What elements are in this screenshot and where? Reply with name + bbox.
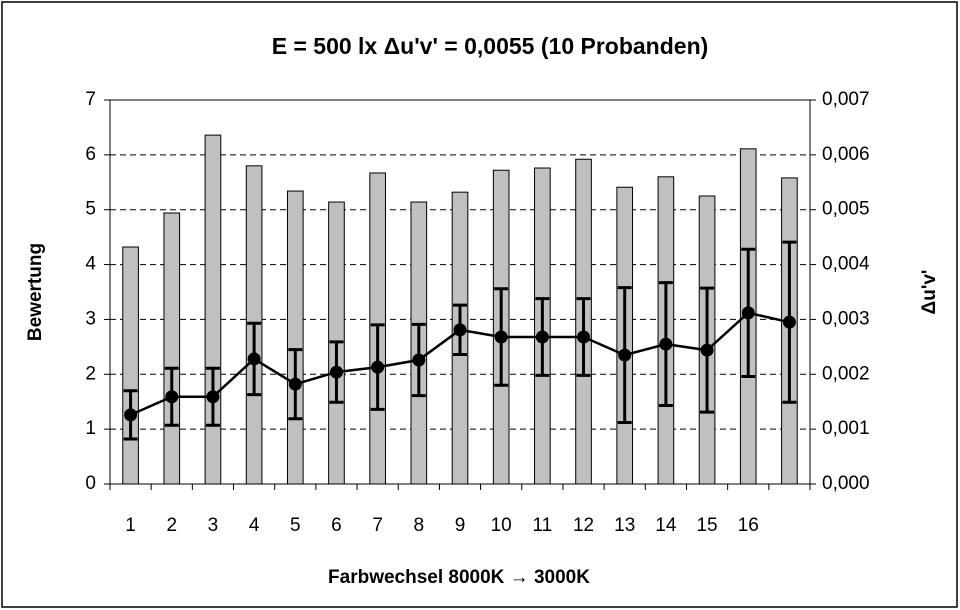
x-tick-label: 16 xyxy=(738,515,759,536)
y2-tick-label: 0,004 xyxy=(822,254,870,275)
line-marker xyxy=(659,337,673,351)
x-tick-label: 9 xyxy=(455,515,466,536)
y2-axis-label: Δu'v' xyxy=(919,270,940,315)
y-axis-label: Bewertung xyxy=(25,243,46,341)
y2-tick-label: 0,003 xyxy=(822,308,870,329)
line-marker xyxy=(329,365,343,379)
line-marker xyxy=(535,330,549,344)
line-marker xyxy=(371,360,385,374)
y2-tick-label: 0,001 xyxy=(822,418,870,439)
x-tick-label: 4 xyxy=(249,515,260,536)
x-tick-label: 13 xyxy=(614,515,635,536)
x-tick-label: 6 xyxy=(331,515,342,536)
y2-tick-label: 0,000 xyxy=(822,473,870,494)
y2-tick-label: 0,002 xyxy=(822,363,870,384)
line-marker xyxy=(618,348,632,362)
x-tick-label: 11 xyxy=(532,515,552,536)
line-marker xyxy=(700,343,714,357)
chart-title: E = 500 lx Δu'v' = 0,0055 (10 Probanden) xyxy=(272,33,709,59)
y-tick-label: 0 xyxy=(85,473,96,494)
x-tick-label: 8 xyxy=(414,515,425,536)
bar xyxy=(122,246,139,485)
x-tick-label: 2 xyxy=(166,515,177,536)
y-tick-label: 6 xyxy=(85,144,96,165)
line-marker xyxy=(577,330,591,344)
x-tick-label: 15 xyxy=(696,515,717,536)
bar xyxy=(163,212,181,485)
y2-tick-label: 0,005 xyxy=(822,199,870,220)
line-marker xyxy=(165,390,179,404)
line-marker xyxy=(247,352,261,366)
y2-tick-label: 0,007 xyxy=(822,89,870,110)
x-tick-label: 5 xyxy=(290,515,301,536)
x-tick-label: 12 xyxy=(573,515,594,536)
line-marker xyxy=(288,377,302,391)
y-tick-label: 2 xyxy=(85,363,96,384)
bar xyxy=(204,134,222,485)
x-tick-label: 14 xyxy=(655,515,677,536)
line-marker xyxy=(412,353,426,367)
line-marker xyxy=(206,390,220,404)
line-marker xyxy=(124,408,138,422)
y-tick-label: 3 xyxy=(85,308,96,329)
y-tick-label: 7 xyxy=(85,89,96,110)
x-tick-label: 10 xyxy=(491,515,512,536)
x-axis-label: Farbwechsel 8000K → 3000K xyxy=(328,567,590,588)
line-marker xyxy=(453,323,467,337)
bar xyxy=(286,190,304,485)
y-tick-label: 1 xyxy=(85,418,96,439)
line-marker xyxy=(782,315,796,329)
y-tick-label: 4 xyxy=(85,254,96,275)
line-marker xyxy=(741,306,755,320)
line-marker xyxy=(494,330,508,344)
x-tick-label: 1 xyxy=(125,515,136,536)
y2-tick-label: 0,006 xyxy=(822,144,870,165)
x-tick-label: 3 xyxy=(208,515,219,536)
y-tick-label: 5 xyxy=(85,199,96,220)
x-tick-label: 7 xyxy=(372,515,383,536)
